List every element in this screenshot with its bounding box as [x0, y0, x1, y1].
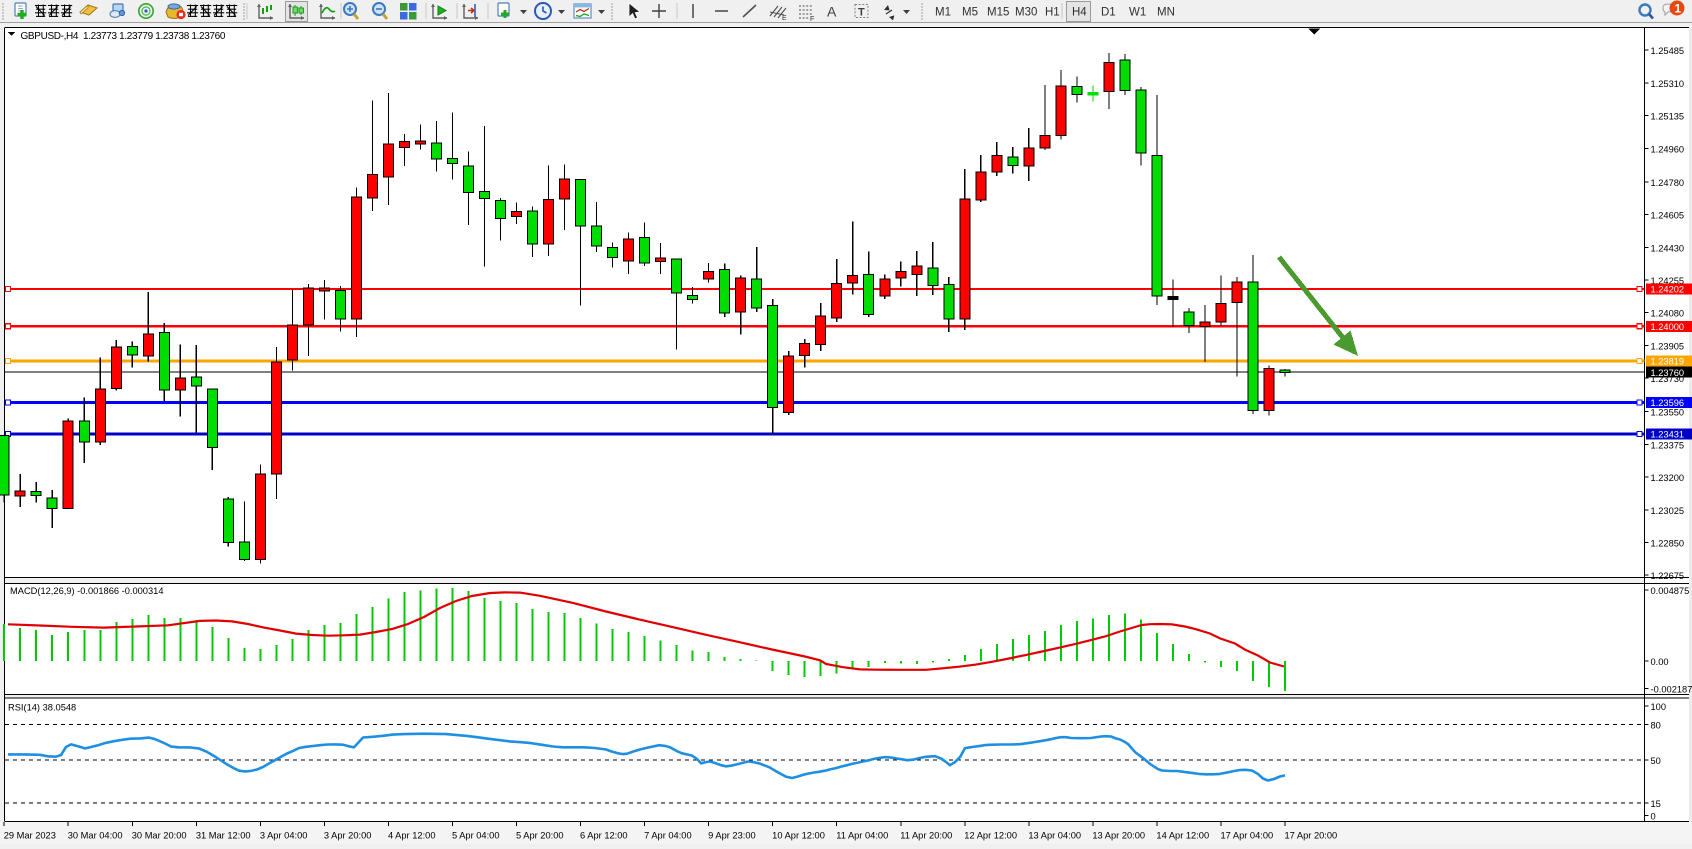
svg-text:1.25310: 1.25310 — [1651, 79, 1685, 89]
svg-text:1.23375: 1.23375 — [1651, 440, 1685, 450]
svg-text:50: 50 — [1651, 756, 1661, 766]
svg-text:1.24202: 1.24202 — [1651, 285, 1685, 295]
svg-text:1.23550: 1.23550 — [1651, 408, 1685, 418]
svg-text:D1: D1 — [1101, 7, 1116, 19]
svg-text:17 Apr 04:00: 17 Apr 04:00 — [1220, 831, 1273, 841]
svg-text:100: 100 — [1651, 702, 1667, 712]
svg-text:1.23431: 1.23431 — [1651, 430, 1685, 440]
svg-text:M30: M30 — [1015, 7, 1037, 19]
svg-text:0.004875: 0.004875 — [1651, 586, 1690, 596]
svg-text:1.25135: 1.25135 — [1651, 112, 1685, 122]
svg-text:1: 1 — [1675, 2, 1682, 16]
svg-text:1.24780: 1.24780 — [1651, 178, 1685, 188]
svg-text:1.23819: 1.23819 — [1651, 357, 1685, 367]
svg-text:M5: M5 — [962, 7, 978, 19]
svg-text:1.22675: 1.22675 — [1651, 571, 1685, 581]
svg-text:E: E — [782, 15, 787, 22]
svg-text:11 Apr 20:00: 11 Apr 20:00 — [900, 831, 952, 841]
svg-text:T: T — [858, 7, 865, 19]
svg-text:30 Mar 04:00: 30 Mar 04:00 — [68, 831, 123, 841]
svg-text:RSI(14) 38.0548: RSI(14) 38.0548 — [8, 703, 76, 713]
svg-text:0.00: 0.00 — [1651, 657, 1669, 667]
svg-text:30 Mar 20:00: 30 Mar 20:00 — [132, 831, 187, 841]
svg-text:1.24000: 1.24000 — [1651, 322, 1685, 332]
svg-text:3 Apr 04:00: 3 Apr 04:00 — [260, 831, 308, 841]
svg-text:1.23905: 1.23905 — [1651, 341, 1685, 351]
svg-text:1.23760: 1.23760 — [1651, 368, 1685, 378]
svg-text:1.25485: 1.25485 — [1651, 46, 1685, 56]
svg-text:6 Apr 12:00: 6 Apr 12:00 — [580, 831, 628, 841]
svg-text:4 Apr 12:00: 4 Apr 12:00 — [388, 831, 436, 841]
svg-text:14 Apr 12:00: 14 Apr 12:00 — [1156, 831, 1209, 841]
svg-text:H4: H4 — [1072, 7, 1087, 19]
svg-text:1.24080: 1.24080 — [1651, 309, 1685, 319]
svg-text:F: F — [810, 16, 814, 23]
svg-text:H1: H1 — [1045, 7, 1060, 19]
svg-text:17 Apr 20:00: 17 Apr 20:00 — [1285, 831, 1338, 841]
svg-text:1.23025: 1.23025 — [1651, 506, 1685, 516]
svg-text:10 Apr 12:00: 10 Apr 12:00 — [772, 831, 825, 841]
svg-text:1.23200: 1.23200 — [1651, 473, 1685, 483]
svg-text:1.22850: 1.22850 — [1651, 539, 1685, 549]
svg-text:13 Apr 04:00: 13 Apr 04:00 — [1028, 831, 1081, 841]
svg-text:MN: MN — [1157, 7, 1175, 19]
svg-text:7 Apr 04:00: 7 Apr 04:00 — [644, 831, 692, 841]
svg-text:W1: W1 — [1129, 7, 1146, 19]
svg-text:M1: M1 — [935, 7, 951, 19]
svg-text:0: 0 — [1651, 812, 1656, 822]
svg-text:80: 80 — [1651, 721, 1661, 731]
svg-text:3 Apr 20:00: 3 Apr 20:00 — [324, 831, 372, 841]
svg-text:A: A — [827, 4, 837, 20]
svg-text:GBPUSD-,H4 1.23773 1.23779 1.: GBPUSD-,H4 1.23773 1.23779 1.23738 1.237… — [21, 31, 226, 42]
svg-text:13 Apr 20:00: 13 Apr 20:00 — [1092, 831, 1145, 841]
svg-text:5 Apr 04:00: 5 Apr 04:00 — [452, 831, 500, 841]
svg-text:11 Apr 04:00: 11 Apr 04:00 — [836, 831, 888, 841]
svg-text:MACD(12,26,9) -0.001866 -0.000: MACD(12,26,9) -0.001866 -0.000314 — [10, 586, 164, 596]
svg-text:29 Mar 2023: 29 Mar 2023 — [4, 831, 56, 841]
svg-text:15: 15 — [1651, 799, 1661, 809]
svg-text:9 Apr 23:00: 9 Apr 23:00 — [708, 831, 756, 841]
svg-text:5 Apr 20:00: 5 Apr 20:00 — [516, 831, 564, 841]
svg-text:1.24960: 1.24960 — [1651, 144, 1685, 154]
svg-text:1.23596: 1.23596 — [1651, 398, 1685, 408]
svg-text:31 Mar 12:00: 31 Mar 12:00 — [196, 831, 251, 841]
svg-text:1.24605: 1.24605 — [1651, 211, 1685, 221]
svg-text:12 Apr 12:00: 12 Apr 12:00 — [964, 831, 1017, 841]
svg-text:-0.002187: -0.002187 — [1651, 685, 1692, 695]
svg-text:M15: M15 — [987, 7, 1009, 19]
svg-text:1.24430: 1.24430 — [1651, 243, 1685, 253]
